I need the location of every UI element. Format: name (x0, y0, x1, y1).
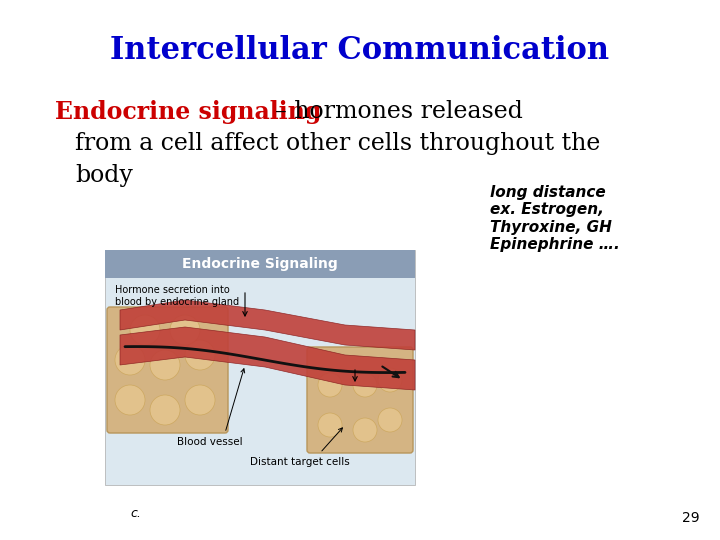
FancyBboxPatch shape (105, 250, 415, 278)
Circle shape (353, 418, 377, 442)
Circle shape (318, 373, 342, 397)
Circle shape (318, 413, 342, 437)
Text: from a cell affect other cells throughout the: from a cell affect other cells throughou… (75, 132, 600, 155)
Circle shape (130, 315, 160, 345)
Text: long distance
ex. Estrogen,
Thyroxine, GH
Epinephrine ….: long distance ex. Estrogen, Thyroxine, G… (490, 185, 620, 252)
Circle shape (378, 408, 402, 432)
Circle shape (150, 395, 180, 425)
FancyBboxPatch shape (307, 347, 413, 453)
Polygon shape (120, 327, 415, 390)
Text: – hormones released: – hormones released (275, 100, 523, 123)
FancyBboxPatch shape (107, 307, 228, 433)
Circle shape (170, 315, 200, 345)
Text: Blood vessel: Blood vessel (177, 437, 243, 447)
Text: Endocrine signaling: Endocrine signaling (55, 100, 321, 124)
Text: body: body (75, 164, 133, 187)
Circle shape (115, 345, 145, 375)
Text: Intercellular Communication: Intercellular Communication (110, 35, 610, 66)
Circle shape (185, 340, 215, 370)
Text: 29: 29 (683, 511, 700, 525)
Circle shape (378, 368, 402, 392)
Circle shape (353, 373, 377, 397)
Circle shape (185, 385, 215, 415)
FancyBboxPatch shape (105, 250, 415, 485)
Text: Distant target cells: Distant target cells (250, 457, 350, 467)
Text: Endocrine Signaling: Endocrine Signaling (182, 257, 338, 271)
Text: c.: c. (130, 507, 141, 520)
Polygon shape (120, 300, 415, 350)
Circle shape (150, 350, 180, 380)
Text: Hormone secretion into
blood by endocrine gland: Hormone secretion into blood by endocrin… (115, 285, 239, 307)
Circle shape (115, 385, 145, 415)
